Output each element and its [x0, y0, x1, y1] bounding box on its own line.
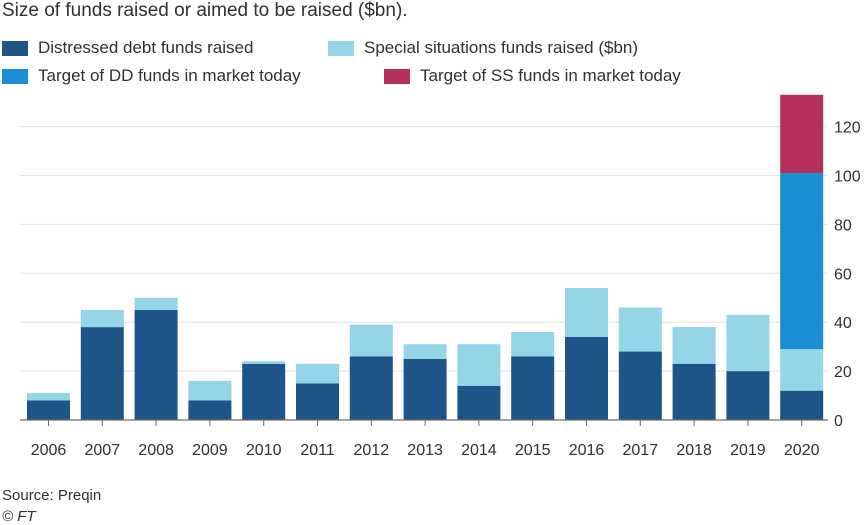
legend-item-ss-raised: Special situations funds raised ($bn) — [328, 38, 638, 58]
ft-credit: © FT — [2, 508, 36, 525]
x-tick-label-2008: 2008 — [138, 442, 174, 459]
legend-swatch-dd-target — [2, 68, 28, 84]
bar-2017-series-0 — [618, 351, 662, 420]
bar-2019-series-1 — [726, 314, 770, 372]
bar-2012-series-1 — [349, 324, 393, 357]
x-tick-label-2012: 2012 — [354, 442, 390, 459]
bar-2006-series-0 — [27, 400, 70, 420]
bar-2006-series-1 — [27, 393, 70, 401]
chart-title: Size of funds raised or aimed to be rais… — [2, 0, 408, 21]
legend-swatch-ss-raised — [328, 40, 354, 56]
bar-2014-series-1 — [457, 344, 501, 386]
bar-2007-series-1 — [80, 309, 124, 328]
x-tick-label-2013: 2013 — [407, 442, 443, 459]
bar-2015-series-1 — [511, 331, 555, 357]
x-tick-label-2019: 2019 — [730, 442, 766, 459]
x-tick-label-2006: 2006 — [31, 442, 67, 459]
y-tick-label-120: 120 — [834, 120, 861, 137]
y-tick-label-60: 60 — [834, 266, 852, 283]
x-tick-label-2011: 2011 — [300, 442, 335, 459]
source-note: Source: Preqin — [2, 487, 102, 504]
bar-2016-series-0 — [565, 336, 608, 420]
legend-label-dd-raised: Distressed debt funds raised — [38, 38, 254, 57]
x-tick-label-2014: 2014 — [461, 442, 497, 459]
legend-label-ss-raised: Special situations funds raised ($bn) — [364, 38, 639, 57]
bar-2008-series-1 — [134, 297, 178, 310]
y-tick-label-20: 20 — [834, 364, 852, 381]
bar-2008-series-0 — [134, 309, 178, 420]
legend: Distressed debt funds raised Special sit… — [0, 0, 866, 100]
bar-2017-series-1 — [618, 307, 662, 352]
bar-2007-series-0 — [80, 327, 124, 420]
bar-2018-series-0 — [672, 363, 716, 420]
bar-2012-series-0 — [349, 356, 393, 420]
bar-2011-series-0 — [296, 383, 339, 420]
x-tick-label-2009: 2009 — [192, 442, 228, 459]
legend-swatch-dd-raised — [2, 40, 28, 56]
legend-item-dd-raised: Distressed debt funds raised — [2, 38, 253, 58]
y-tick-label-0: 0 — [834, 413, 843, 430]
bar-2011-series-1 — [296, 363, 339, 384]
bar-2020-series-3 — [780, 94, 824, 174]
bar-2015-series-0 — [511, 356, 555, 420]
legend-item-dd-target: Target of DD funds in market today — [2, 66, 301, 86]
legend-item-ss-target: Target of SS funds in market today — [384, 66, 681, 86]
bar-2018-series-1 — [672, 327, 716, 364]
bar-2020-series-1 — [780, 349, 824, 391]
x-tick-label-2010: 2010 — [246, 442, 282, 459]
legend-label-ss-target: Target of SS funds in market today — [420, 66, 681, 85]
bar-2009-series-0 — [188, 400, 232, 420]
bar-2019-series-0 — [726, 371, 770, 420]
bar-2020-series-0 — [780, 390, 824, 420]
stacked-bar-chart: 0 20 40 60 80 100 120 2006 2007 2008 2009 2010 2011 2… — [20, 94, 861, 459]
y-tick-label-100: 100 — [834, 169, 861, 186]
bar-2009-series-1 — [188, 380, 232, 401]
bar-2010-series-0 — [242, 363, 286, 420]
x-tick-label-2020: 2020 — [784, 442, 820, 459]
bar-2013-series-0 — [403, 358, 447, 420]
bar-2013-series-1 — [403, 344, 447, 359]
x-tick-label-2017: 2017 — [623, 442, 659, 459]
legend-label-dd-target: Target of DD funds in market today — [38, 66, 301, 85]
x-tick-label-2016: 2016 — [569, 442, 605, 459]
bar-2020-series-2 — [780, 173, 824, 350]
y-tick-label-80: 80 — [834, 217, 852, 234]
bar-2016-series-1 — [565, 287, 608, 337]
x-tick-label-2015: 2015 — [515, 442, 551, 459]
x-tick-label-2018: 2018 — [676, 442, 712, 459]
legend-swatch-ss-target — [384, 68, 410, 84]
y-tick-label-40: 40 — [834, 315, 852, 332]
bar-2014-series-0 — [457, 385, 501, 420]
x-tick-label-2007: 2007 — [85, 442, 121, 459]
bar-2010-series-1 — [242, 361, 286, 364]
